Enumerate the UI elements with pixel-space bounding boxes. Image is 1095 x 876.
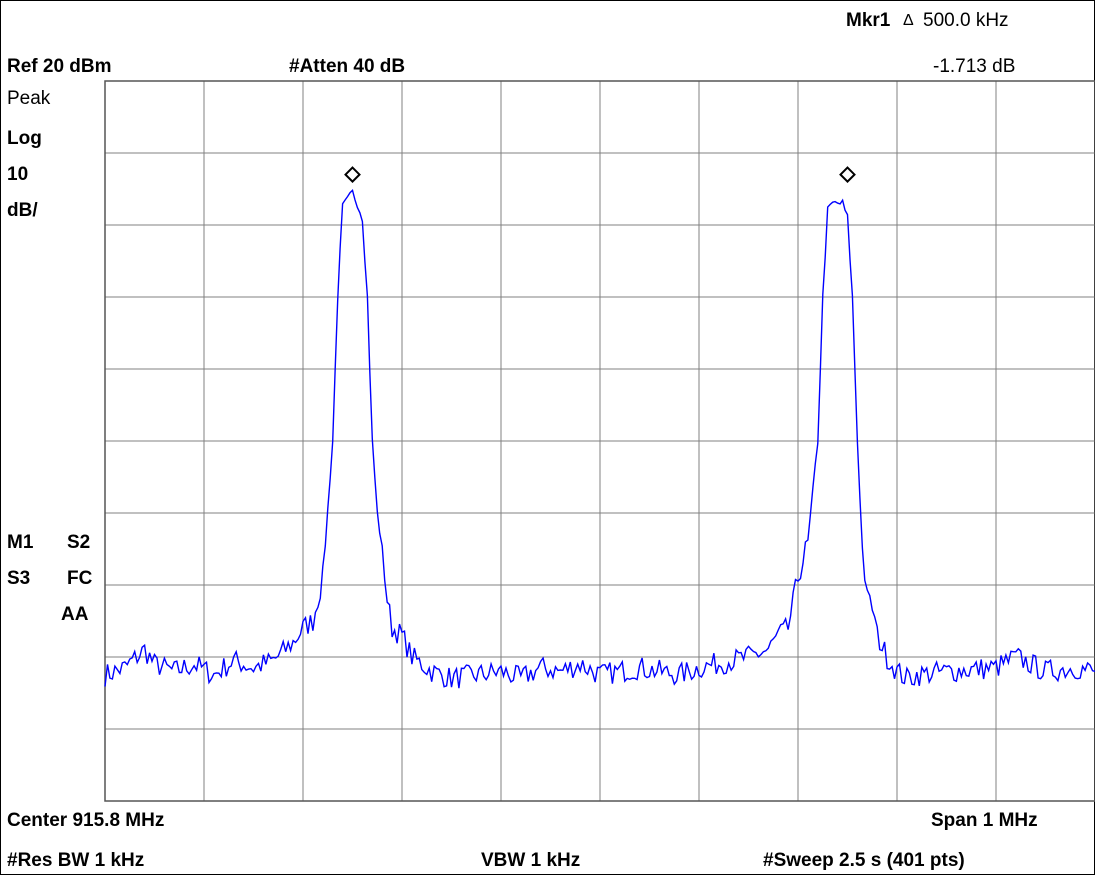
spectrum-trace	[104, 188, 1095, 689]
marker-diamond-1	[344, 166, 361, 184]
marker-diamond-2	[839, 166, 856, 184]
graticule	[105, 81, 1095, 801]
marker-level: -1.713 dB	[933, 56, 1016, 77]
graticule-frame	[104, 80, 1095, 802]
aa-indicator: AA	[61, 604, 89, 625]
center-frequency: Center 915.8 MHz	[7, 810, 165, 831]
span: Span 1 MHz	[931, 810, 1038, 831]
marker-frequency: 500.0 kHz	[923, 10, 1009, 31]
marker-label: Mkr1	[846, 10, 891, 31]
sweep-time: #Sweep 2.5 s (401 pts)	[763, 850, 965, 871]
scale-value: 10	[7, 164, 29, 185]
video-bandwidth: VBW 1 kHz	[481, 850, 581, 871]
detector-mode: Peak	[7, 88, 51, 109]
reference-level: Ref 20 dBm	[7, 56, 112, 77]
marker-delta-symbol: Δ	[903, 12, 914, 29]
resolution-bandwidth: #Res BW 1 kHz	[7, 850, 145, 871]
scale-type: Log	[7, 128, 42, 149]
m1-indicator: M1	[7, 532, 34, 553]
scale-unit: dB/	[7, 200, 38, 221]
s3-indicator: S3	[7, 568, 31, 589]
fc-indicator: FC	[67, 568, 93, 589]
graticule-border	[104, 80, 1095, 802]
marker-group	[344, 166, 856, 184]
s2-indicator: S2	[67, 532, 91, 553]
attenuation: #Atten 40 dB	[289, 56, 406, 77]
